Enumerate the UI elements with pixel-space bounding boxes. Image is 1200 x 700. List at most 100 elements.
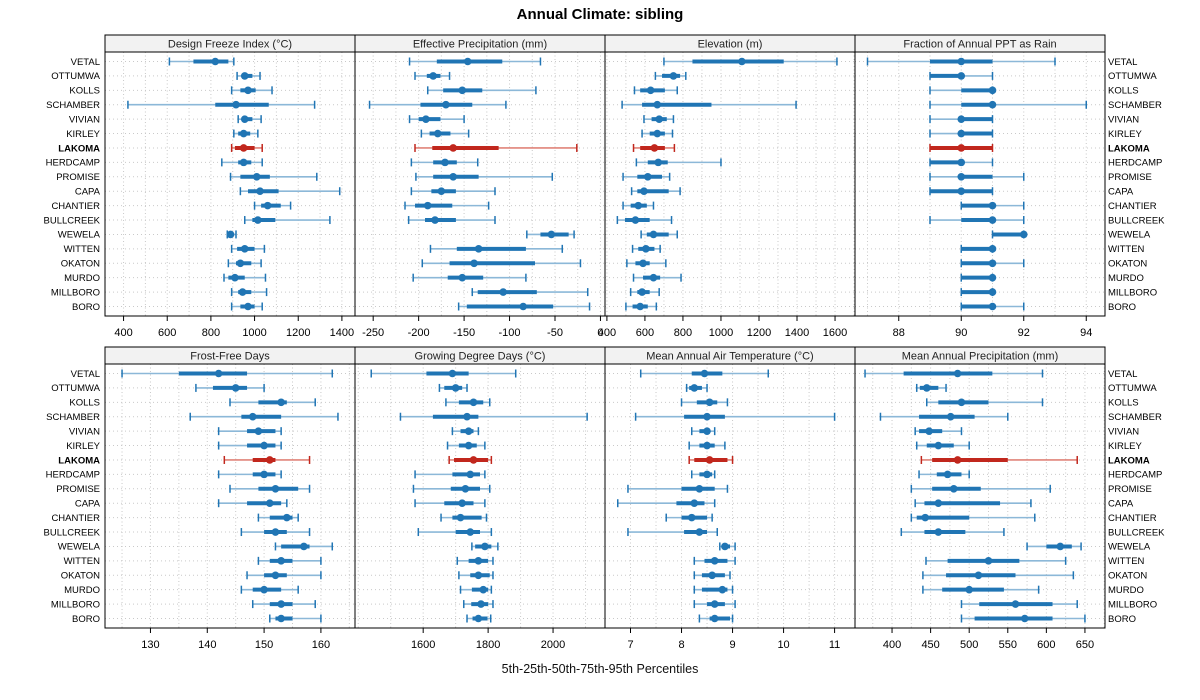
axis-tick-label: 90 (955, 327, 967, 339)
median-dot (244, 86, 252, 95)
median-dot (649, 230, 658, 239)
median-dot (265, 456, 274, 464)
median-dot (519, 302, 527, 311)
median-dot (957, 158, 966, 167)
panel-strip-title: Growing Degree Days (°C) (415, 351, 546, 363)
median-dot (988, 288, 997, 296)
panel-area (855, 52, 1105, 316)
axis-tick-label: -150 (453, 327, 475, 339)
median-dot (271, 571, 280, 580)
median-dot (254, 216, 262, 224)
axis-tick-label: 800 (202, 327, 220, 339)
station-label-left: VETAL (71, 369, 100, 380)
chart-title: Annual Climate: sibling (516, 6, 684, 23)
median-dot (479, 585, 488, 594)
station-label-left: HERDCAMP (46, 470, 100, 481)
median-dot (441, 158, 449, 167)
station-label-right: KOLLS (1108, 398, 1139, 409)
axis-tick-label: 400 (883, 639, 901, 651)
station-label-right: KOLLS (1108, 86, 1139, 97)
panel (104, 34, 356, 321)
median-dot (236, 259, 245, 268)
median-dot (214, 369, 223, 378)
median-dot (458, 273, 467, 282)
station-label-right: PROMISE (1108, 484, 1152, 495)
median-dot (690, 384, 699, 392)
station-label-left: CAPA (75, 499, 101, 510)
median-dot (957, 115, 966, 123)
median-dot (458, 86, 467, 95)
median-dot (710, 557, 719, 565)
panel-strip-title: Frost-Free Days (190, 351, 270, 363)
median-dot (943, 470, 952, 479)
median-dot (271, 484, 280, 493)
median-dot (263, 201, 272, 210)
median-dot (464, 441, 473, 450)
median-dot (988, 273, 997, 282)
median-dot (650, 144, 659, 152)
median-dot (464, 427, 473, 435)
median-dot (239, 144, 248, 152)
median-dot (1056, 542, 1065, 551)
median-dot (957, 172, 966, 181)
axis-tick-label: 450 (921, 639, 939, 651)
median-dot (957, 57, 966, 66)
panel-strip-title: Effective Precipitation (mm) (413, 39, 547, 51)
station-label-right: VETAL (1108, 369, 1137, 380)
panel (604, 346, 856, 633)
station-label-right: WEWELA (1108, 230, 1151, 241)
median-dot (248, 412, 257, 421)
station-label-right: BULLCREEK (1108, 215, 1165, 226)
median-dot (655, 115, 663, 123)
median-dot (705, 398, 714, 407)
median-dot (718, 585, 727, 594)
station-label-right: BORO (1108, 614, 1136, 625)
station-label-left: KOLLS (69, 398, 100, 409)
station-label-right: VETAL (1108, 57, 1137, 68)
median-dot (669, 72, 678, 80)
axis-tick-label: 1200 (286, 327, 310, 339)
median-dot (957, 129, 966, 138)
median-dot (423, 201, 432, 210)
axis-tick-label: 9 (729, 639, 735, 651)
median-dot (474, 245, 483, 253)
median-dot (988, 245, 997, 253)
median-dot (988, 86, 997, 95)
median-dot (703, 441, 711, 450)
median-dot (461, 484, 470, 493)
median-dot (695, 484, 704, 493)
median-dot (925, 427, 933, 435)
panel (604, 34, 856, 321)
median-dot (957, 187, 966, 196)
median-dot (254, 427, 263, 435)
station-label-right: CHANTIER (1108, 201, 1157, 212)
median-dot (244, 302, 252, 311)
station-label-right: HERDCAMP (1108, 470, 1162, 481)
median-dot (240, 115, 249, 123)
median-dot (988, 302, 997, 311)
median-dot (232, 100, 240, 109)
panel-strip-title: Fraction of Annual PPT as Rain (903, 39, 1056, 51)
station-label-right: HERDCAMP (1108, 158, 1162, 169)
median-dot (953, 369, 962, 378)
panel (104, 346, 356, 633)
median-dot (463, 412, 471, 421)
chart-caption: 5th-25th-50th-75th-95th Percentiles (501, 662, 699, 676)
station-label-left: BULLCREEK (44, 215, 101, 226)
station-label-right: CHANTIER (1108, 513, 1157, 524)
axis-tick-label: 140 (198, 639, 216, 651)
station-label-right: OKATON (1108, 259, 1147, 270)
station-label-right: LAKOMA (1108, 455, 1150, 466)
median-dot (690, 499, 699, 508)
median-dot (949, 484, 958, 493)
axis-tick-label: 88 (893, 327, 905, 339)
panel-area (855, 364, 1105, 628)
median-dot (474, 571, 483, 580)
station-label-left: KIRLEY (66, 129, 100, 140)
station-label-left: CHANTIER (51, 201, 100, 212)
median-dot (277, 614, 285, 623)
panel-strip-title: Elevation (m) (698, 39, 763, 51)
median-dot (922, 384, 931, 392)
median-dot (240, 72, 249, 80)
